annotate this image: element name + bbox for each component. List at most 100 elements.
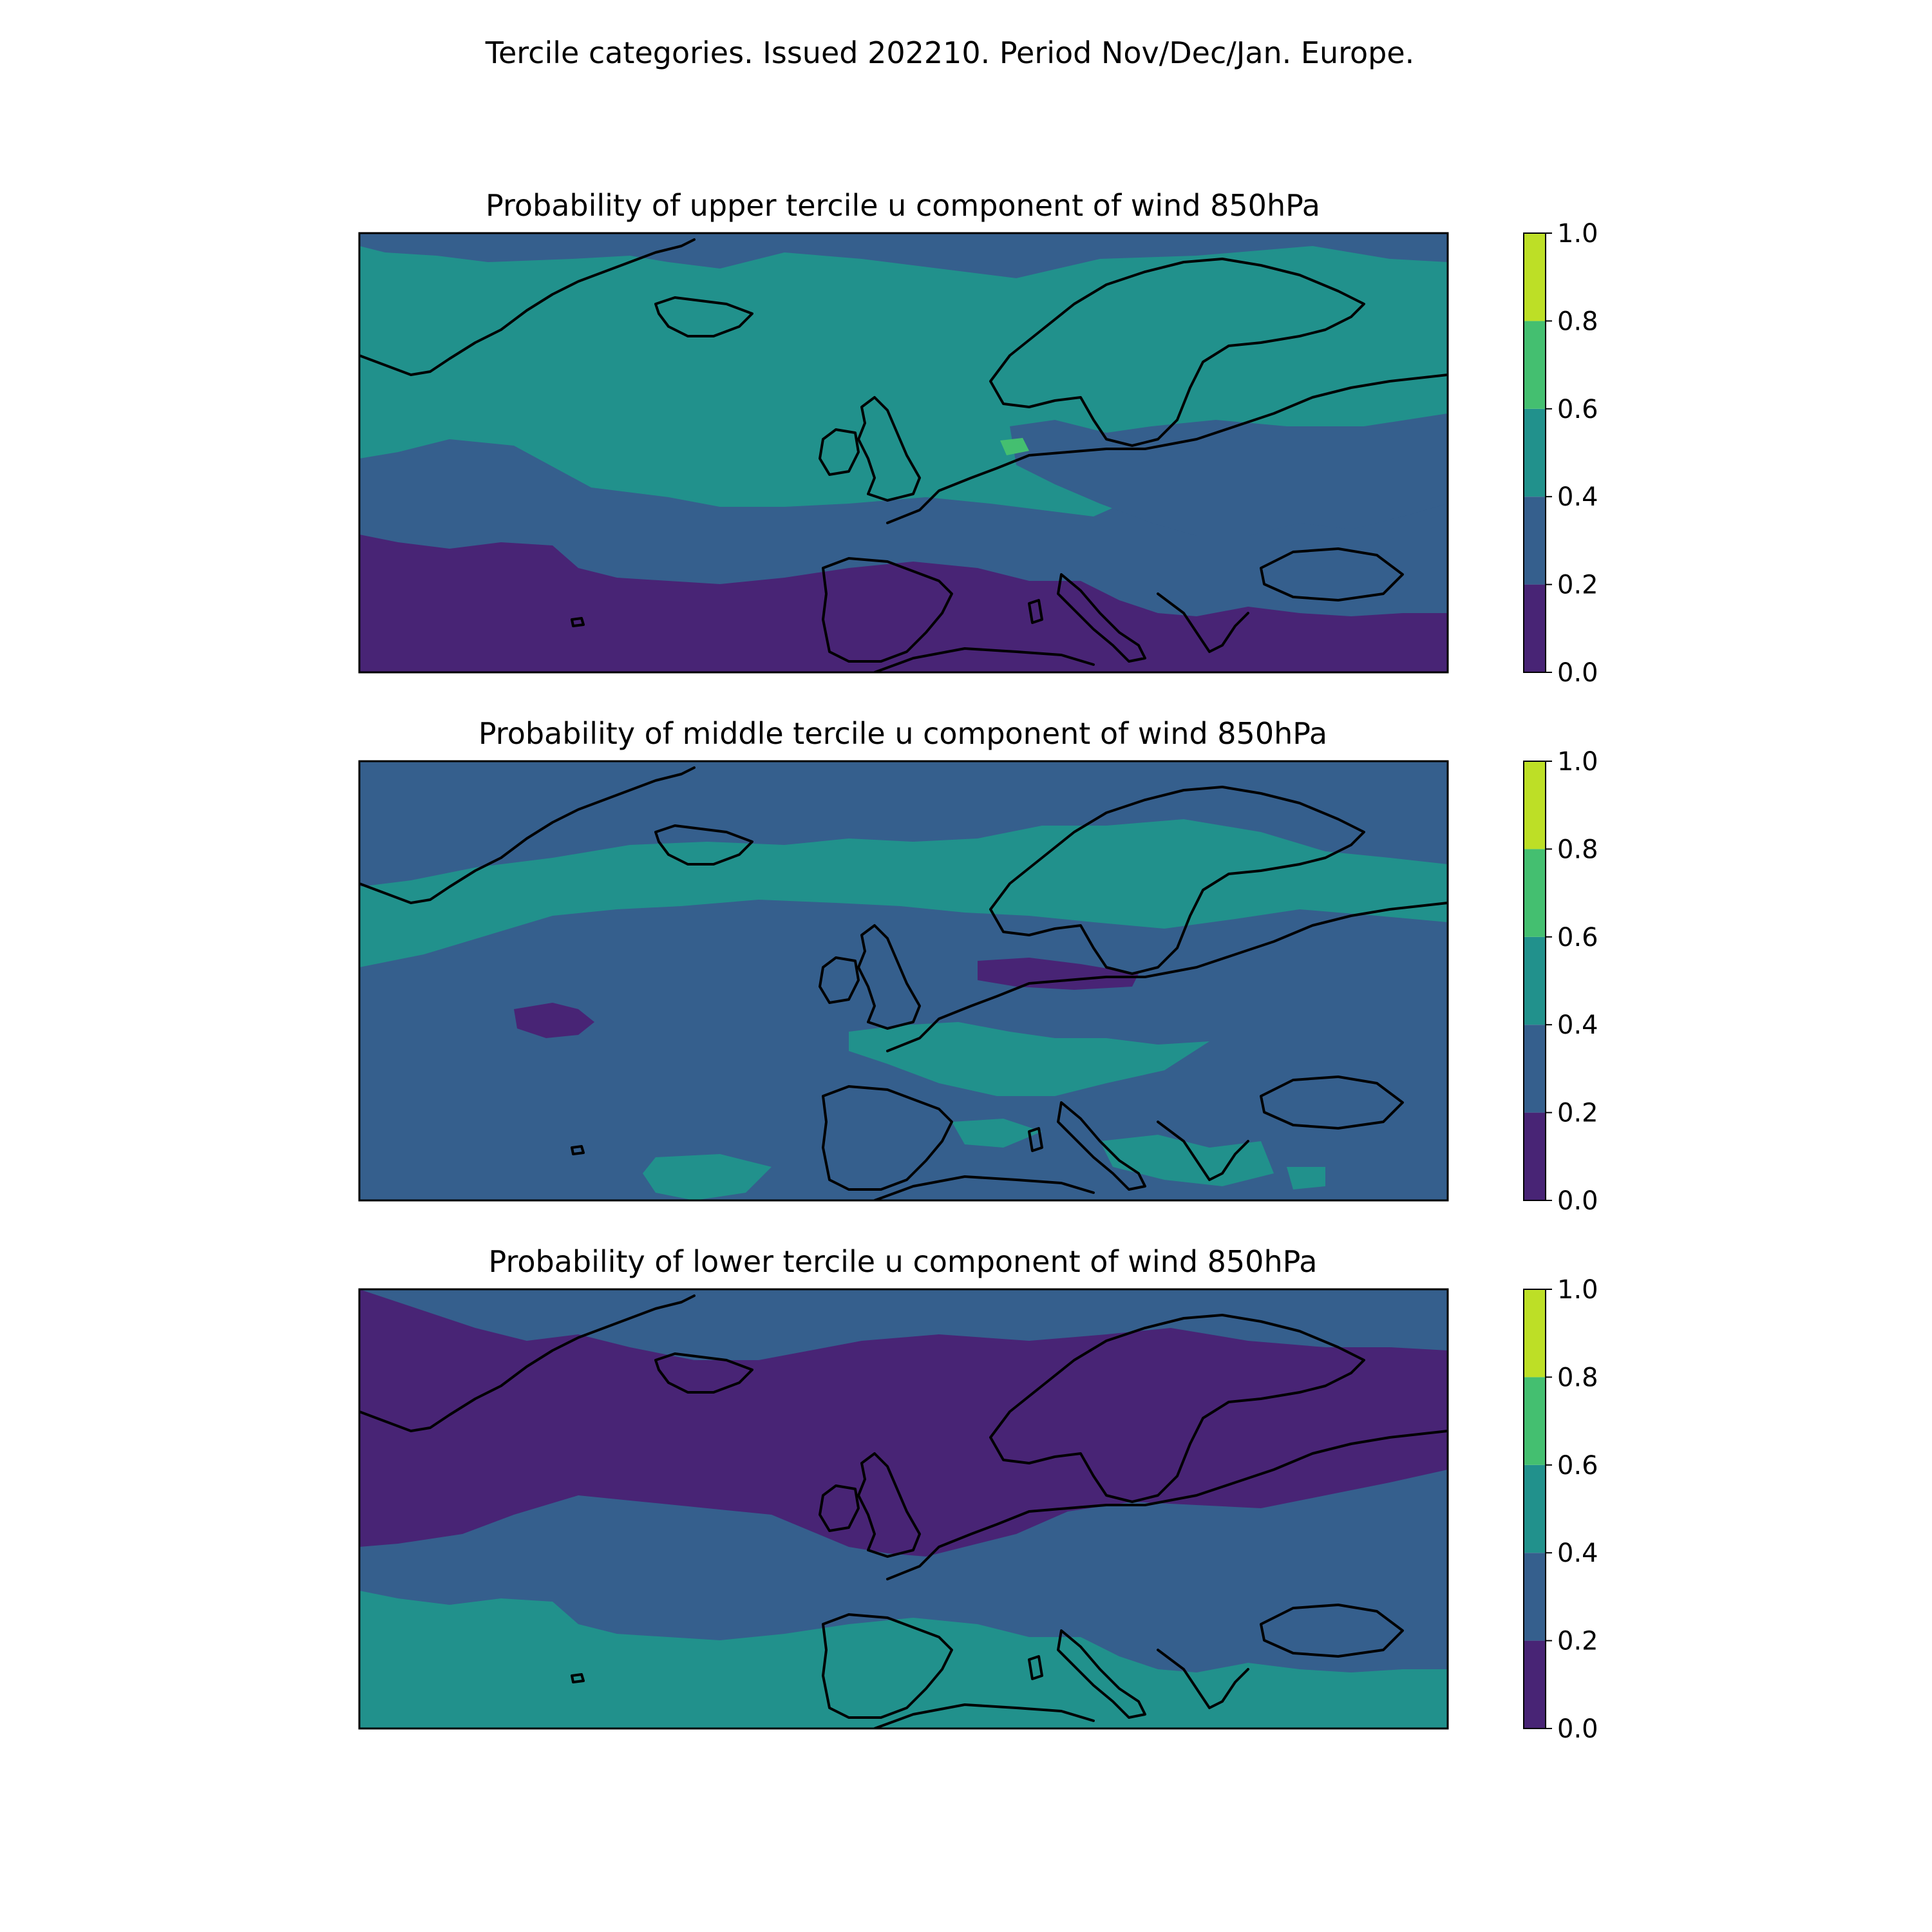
colorbar-band	[1524, 1553, 1546, 1641]
map-upper-tercile: 0.0 0.2 0.4 0.6 0.8 1.0	[358, 219, 1598, 688]
coastline	[873, 1703, 1095, 1728]
colorbar-tick-label: 0.6	[1557, 395, 1598, 424]
colorbar-band	[1524, 1640, 1546, 1728]
region-north-sea-spot	[1000, 438, 1029, 455]
coastline	[819, 956, 860, 1004]
colorbar-tick-label: 0.0	[1557, 658, 1598, 688]
region-mid-atlantic-spot	[514, 1003, 594, 1038]
coastline	[989, 786, 1365, 975]
coastline	[873, 647, 1095, 672]
colorbar-band	[1524, 761, 1546, 849]
coastline	[819, 1484, 860, 1532]
region-mediterranean-patches	[643, 1119, 1325, 1200]
colorbar-frame	[1523, 1289, 1546, 1729]
coastline	[886, 902, 1448, 1052]
colorbar-tick-label: 0.8	[1557, 1363, 1598, 1392]
coastline	[1157, 592, 1249, 653]
panel-title: Probability of upper tercile u component…	[486, 188, 1320, 223]
region-central-europe-to-black-sea	[1010, 413, 1448, 536]
colorbar-band	[1524, 849, 1546, 937]
colorbar-band	[1524, 1025, 1546, 1113]
coastline	[654, 1352, 753, 1394]
coastline	[1157, 1649, 1249, 1709]
coastline	[359, 1294, 696, 1432]
colorbar: 0.0 0.2 0.4 0.6 0.8 1.0	[1523, 219, 1598, 688]
panel-title: Probability of lower tercile u component…	[489, 1244, 1318, 1279]
panel-lower-tercile: Probability of lower tercile u component…	[358, 1244, 1598, 1744]
coastline	[571, 1673, 585, 1683]
coastline	[1057, 1629, 1146, 1719]
region-subtropical-atlantic-and-mediterranean	[359, 1591, 1448, 1728]
colorbar-tick-label: 1.0	[1557, 219, 1598, 249]
colorbar-band	[1524, 408, 1546, 497]
map-frame	[358, 232, 1449, 674]
colorbar-tick-label: 1.0	[1557, 1275, 1598, 1305]
panel-upper-tercile: Probability of upper tercile u component…	[358, 188, 1598, 688]
colorbar: 0.0 0.2 0.4 0.6 0.8 1.0	[1523, 747, 1598, 1216]
colorbar-tick-label: 0.4	[1557, 482, 1598, 512]
coastline	[989, 258, 1365, 447]
map-frame	[358, 760, 1449, 1202]
coastline	[857, 924, 921, 1030]
colorbar-band	[1524, 1464, 1546, 1553]
coastline	[857, 396, 921, 502]
colorbar-band	[1524, 233, 1546, 321]
colorbar-tick-label: 0.8	[1557, 835, 1598, 864]
coastline	[822, 557, 953, 663]
panel-title: Probability of middle tercile u componen…	[478, 716, 1327, 751]
map-field	[359, 233, 1448, 672]
coastline	[571, 617, 585, 627]
colorbar-frame	[1523, 232, 1546, 673]
colorbar-tick-label: 0.8	[1557, 307, 1598, 336]
coastline	[1260, 1075, 1404, 1130]
colorbar-tick-label: 0.2	[1557, 571, 1598, 600]
map-field	[359, 1289, 1448, 1728]
map-middle-tercile: 0.0 0.2 0.4 0.6 0.8 1.0	[358, 747, 1598, 1216]
coastline	[1260, 547, 1404, 601]
region-north-atlantic-top-strip	[359, 233, 1448, 278]
colorbar-tick-label: 0.0	[1557, 1714, 1598, 1744]
coastline	[886, 374, 1448, 524]
region-north-atlantic-to-scandinavia-band	[359, 1289, 1448, 1557]
colorbar: 0.0 0.2 0.4 0.6 0.8 1.0	[1523, 1275, 1598, 1744]
colorbar-tick-label: 0.6	[1557, 1451, 1598, 1481]
colorbar-tick-label: 0.6	[1557, 923, 1598, 952]
coastline	[1057, 1101, 1146, 1191]
coastline	[886, 1430, 1448, 1580]
region-western-europe-patch	[849, 1022, 1209, 1096]
region-iceland-to-scandinavia-band	[359, 819, 1448, 967]
coastline	[1157, 1121, 1249, 1181]
colorbar-tick-label: 0.2	[1557, 1627, 1598, 1656]
panel-middle-tercile: Probability of middle tercile u componen…	[358, 716, 1598, 1216]
coastline	[857, 1452, 921, 1558]
coastline	[1028, 1127, 1043, 1152]
coastline	[359, 238, 696, 376]
region-subtropical-atlantic-and-mediterranean	[359, 535, 1448, 672]
coastline	[822, 1085, 953, 1191]
colorbar-band	[1524, 584, 1546, 672]
colorbar-band	[1524, 1112, 1546, 1200]
coastline	[1260, 1604, 1404, 1658]
colorbar-band	[1524, 1377, 1546, 1465]
map-lower-tercile: 0.0 0.2 0.4 0.6 0.8 1.0	[358, 1275, 1598, 1744]
coastline	[654, 296, 753, 337]
map-field	[359, 761, 1448, 1200]
coastline	[1028, 599, 1043, 624]
colorbar-band	[1524, 1289, 1546, 1378]
colorbar-band	[1524, 936, 1546, 1025]
coastline	[873, 1175, 1095, 1200]
coastline	[822, 1613, 953, 1719]
colorbar-tick-label: 1.0	[1557, 747, 1598, 777]
coastline	[819, 428, 860, 476]
coastline	[571, 1145, 585, 1155]
colorbar-band	[1524, 497, 1546, 585]
figure-title: Tercile categories. Issued 202210. Perio…	[485, 35, 1415, 70]
coastline	[359, 766, 696, 904]
map-frame	[358, 1288, 1449, 1730]
coastline	[1028, 1655, 1043, 1680]
background-band	[359, 761, 1448, 1200]
coastline	[654, 824, 753, 866]
colorbar-tick-label: 0.4	[1557, 1539, 1598, 1568]
